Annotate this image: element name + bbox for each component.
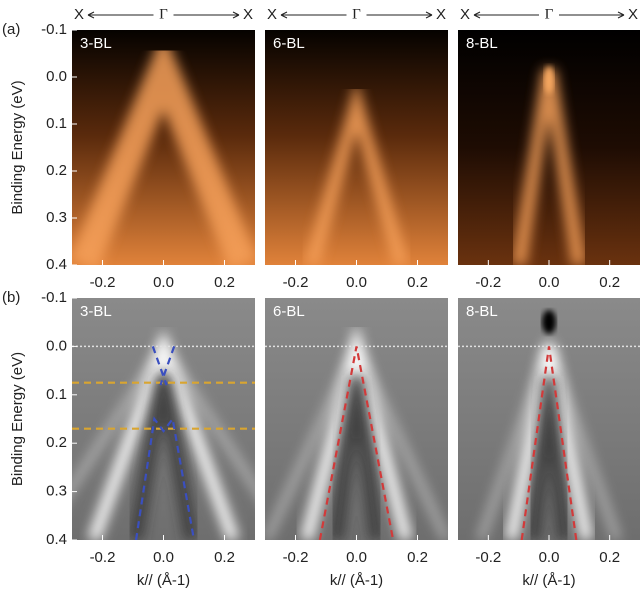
- y-tick-label: 0.3: [46, 209, 67, 226]
- x-tick-label: -0.2: [90, 274, 116, 291]
- k-path-arrow: [87, 11, 154, 19]
- row-label: (a): [2, 21, 20, 38]
- x-tick-label: 0.0: [539, 549, 560, 566]
- k-path-point: Γ: [352, 6, 361, 22]
- dispersion-line: [151, 346, 168, 386]
- x-tick-label: 0.2: [599, 549, 620, 566]
- x-axis-label: k// (Å-1): [522, 572, 575, 589]
- y-tick-label: 0.2: [46, 434, 67, 451]
- dispersion-line: [134, 416, 196, 540]
- x-tick-label: 0.2: [214, 549, 235, 566]
- x-tick-label: 0.0: [153, 549, 174, 566]
- x-tick-label: -0.2: [283, 549, 309, 566]
- spectrum-peak: [544, 66, 554, 94]
- spectrum-band: [72, 30, 255, 265]
- curvature-dark: [329, 375, 384, 540]
- x-tick-label: 0.2: [214, 274, 235, 291]
- curvature-spot: [542, 310, 556, 334]
- y-tick-label: 0.4: [46, 256, 67, 273]
- y-tick-label: 0.4: [46, 531, 67, 548]
- panel: [72, 298, 255, 540]
- k-path-arrow: [559, 11, 625, 19]
- panel: [458, 298, 640, 540]
- y-axis-label: Binding Energy (eV): [9, 80, 26, 214]
- k-path-arrow: [280, 11, 347, 19]
- x-axis-label: k// (Å-1): [137, 572, 190, 589]
- y-tick-label: 0.3: [46, 483, 67, 500]
- row-label: (b): [2, 289, 20, 306]
- spectrum-background: [265, 30, 448, 265]
- k-path-arrow: [173, 11, 240, 19]
- k-path-point: X: [243, 6, 253, 23]
- curvature-dark: [526, 375, 572, 540]
- k-path-point: Γ: [545, 6, 554, 22]
- y-tick-label: 0.1: [46, 386, 67, 403]
- x-tick-label: 0.0: [153, 274, 174, 291]
- x-tick-label: -0.2: [475, 549, 501, 566]
- k-path-point: X: [460, 6, 470, 23]
- k-path-point: X: [74, 6, 84, 23]
- dispersion-line: [159, 346, 176, 386]
- curvature-band: [87, 328, 240, 540]
- k-path-point: X: [628, 6, 638, 23]
- dispersion-line: [520, 346, 578, 540]
- x-tick-label: 0.2: [407, 549, 428, 566]
- panel: [265, 298, 448, 540]
- curvature-dark: [128, 375, 199, 540]
- k-path-arrow: [473, 11, 539, 19]
- panel-label: 3-BL: [80, 35, 112, 52]
- x-tick-label: 0.2: [599, 274, 620, 291]
- x-tick-label: 0.0: [346, 549, 367, 566]
- x-tick-label: -0.2: [283, 274, 309, 291]
- y-tick-label: 0.2: [46, 162, 67, 179]
- panel: [72, 30, 255, 265]
- panel-label: 3-BL: [80, 303, 112, 320]
- panel-label: 6-BL: [273, 35, 305, 52]
- panel: [265, 30, 448, 265]
- y-tick-label: 0.1: [46, 115, 67, 132]
- spectrum-band: [304, 79, 409, 265]
- dispersion-line: [318, 346, 395, 540]
- k-path-arrow: [366, 11, 433, 19]
- k-path-point: X: [436, 6, 446, 23]
- x-tick-label: 0.2: [407, 274, 428, 291]
- y-tick-label: 0.0: [46, 68, 67, 85]
- y-tick-label: -0.1: [41, 21, 67, 38]
- k-path-point: Γ: [159, 6, 168, 22]
- y-tick-label: 0.0: [46, 337, 67, 354]
- panel: [458, 30, 640, 265]
- panel-label: 8-BL: [466, 35, 498, 52]
- x-tick-label: -0.2: [475, 274, 501, 291]
- y-axis-label: Binding Energy (eV): [9, 352, 26, 486]
- x-tick-label: 0.0: [346, 274, 367, 291]
- panel-label: 8-BL: [466, 303, 498, 320]
- x-tick-label: -0.2: [90, 549, 116, 566]
- x-tick-label: 0.0: [539, 274, 560, 291]
- x-axis-label: k// (Å-1): [330, 572, 383, 589]
- panel-label: 6-BL: [273, 303, 305, 320]
- k-path-point: X: [267, 6, 277, 23]
- y-tick-label: -0.1: [41, 289, 67, 306]
- spectrum-background: [458, 30, 640, 265]
